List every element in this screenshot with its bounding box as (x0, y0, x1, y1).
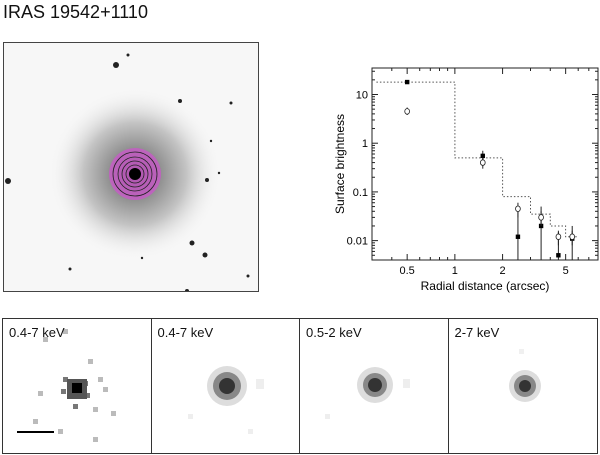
xray-panel: 0.5-2 keV (300, 319, 449, 453)
xray-panel-label: 0.4-7 keV (157, 325, 214, 340)
model-step-line (376, 81, 579, 238)
xray-image-smoothed (508, 349, 541, 402)
data-point-open (515, 205, 521, 213)
optical-image (3, 42, 259, 292)
chart-canvas: 0.5 1 2 5 10 1 0.1 0.01 Radial distance (arcse… (333, 67, 599, 293)
xray-image-strip: 0.4-7 keV 0.4-7 keV 0.5-2 keV 2-7 keV (2, 318, 598, 454)
xray-panel-label: 0.5-2 keV (306, 325, 362, 340)
surface-brightness-chart: 0.5 1 2 5 10 1 0.1 0.01 Radial distance (arcse… (330, 60, 600, 300)
y-tick-label: 0.1 (353, 187, 368, 199)
contour-rings (112, 151, 158, 197)
field-stars (5, 53, 250, 291)
y-tick-label: 1 (362, 138, 368, 150)
x-tick-label: 0.5 (400, 265, 415, 277)
xray-panel-label: 2-7 keV (454, 325, 500, 340)
data-point-open (538, 214, 544, 221)
data-point-filled (515, 234, 521, 239)
data-point-filled (404, 79, 410, 85)
x-axis-label: Radial distance (arcsec) (421, 279, 550, 293)
page-title: IRAS 19542+1110 (3, 2, 148, 22)
xray-panel: 0.4-7 keV (151, 319, 300, 453)
xray-image-smoothed (187, 366, 264, 434)
data-point-filled (480, 153, 485, 159)
data-point-open (404, 108, 410, 115)
y-tick-label: 0.01 (347, 236, 368, 248)
y-tick-label: 10 (356, 89, 368, 101)
x-tick-label: 1 (452, 265, 458, 277)
xray-panel: 2-7 keV (448, 319, 597, 453)
y-axis-label: Surface brightness (333, 114, 347, 214)
data-point-open (479, 159, 486, 166)
galaxy-nucleus (129, 168, 141, 180)
data-point-open (569, 233, 576, 240)
optical-image-graphic (4, 43, 258, 291)
data-point-filled (556, 253, 561, 258)
xray-panel-label: 0.4-7 keV (9, 325, 65, 340)
x-tick-label: 2 (500, 265, 506, 277)
plot-frame (371, 67, 599, 261)
xray-image-smoothed (325, 367, 410, 419)
xray-panel: 0.4-7 keV (3, 319, 152, 453)
xray-image-raw (17, 329, 116, 442)
data-point-open (555, 233, 562, 240)
x-tick-label: 5 (563, 265, 569, 277)
